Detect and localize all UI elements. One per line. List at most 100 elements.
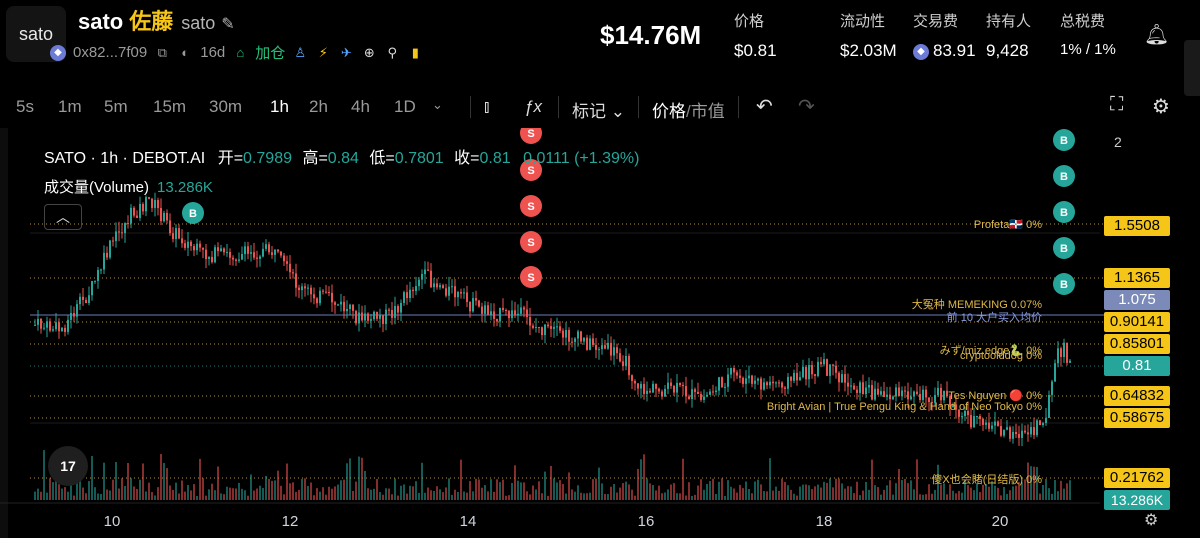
book-icon[interactable]: ▮ (411, 44, 419, 60)
volume-bar (583, 493, 585, 500)
candle-body (259, 256, 261, 259)
candle-body (232, 257, 234, 260)
timeframe-5s[interactable]: 5s (16, 97, 34, 116)
search-icon[interactable]: ⚲ (387, 44, 398, 60)
collapse-legend-button[interactable]: ︿ (44, 204, 82, 230)
ethereum-icon: ◆ (50, 44, 66, 61)
candle-body (754, 380, 756, 384)
volume-bar (37, 488, 39, 500)
candle-body (679, 382, 681, 385)
candle-body (94, 280, 96, 282)
candlestick-icon[interactable]: ⫾ (484, 97, 490, 116)
timeframe-1m[interactable]: 1m (58, 97, 82, 116)
timeframe-1d[interactable]: 1D (394, 97, 416, 116)
add-position-button[interactable]: 加仓 (255, 45, 286, 62)
candle-body (685, 386, 687, 397)
timeframe-5m[interactable]: 5m (104, 97, 128, 116)
edit-icon[interactable]: ✎ (221, 16, 235, 33)
candle-body (706, 394, 708, 397)
globe-icon[interactable]: ⊕ (363, 44, 375, 60)
candle-body (724, 386, 726, 388)
volume-bar (658, 485, 660, 500)
volume-bar (538, 481, 540, 500)
sell-marker-label: S (527, 128, 534, 140)
candle-body (1066, 342, 1068, 363)
timeframe-1h[interactable]: 1h (270, 97, 289, 116)
volume-bar (268, 478, 270, 500)
candle-body (121, 232, 123, 234)
candle-body (616, 347, 618, 354)
candle-body (268, 244, 270, 253)
volume-bar (904, 478, 906, 500)
candle-body (736, 372, 738, 376)
candle-body (943, 390, 945, 401)
timeframe-2h[interactable]: 2h (309, 97, 328, 116)
candle-body (559, 326, 561, 331)
candle-body (151, 198, 153, 208)
stat-tax: 总税费 1% / 1% (1060, 10, 1116, 58)
candle-body (970, 415, 972, 428)
volume-bar (178, 493, 180, 500)
candle-body (1045, 417, 1047, 424)
timeframe-15m[interactable]: 15m (153, 97, 187, 116)
candle-body (100, 269, 102, 271)
chevron-down-icon[interactable]: ⌄ (432, 97, 443, 112)
price-chart[interactable]: 10 12 14 16 18 20 S S S S S B B B B B B (0, 128, 1200, 538)
price-mcap-toggle[interactable]: 价格/市值 (652, 102, 725, 121)
candle-body (277, 249, 279, 252)
volume-bar (127, 463, 129, 500)
time-axis-label: 20 (992, 513, 1009, 530)
timeframe-30m[interactable]: 30m (209, 97, 243, 116)
candle-body (910, 396, 912, 400)
side-panel-handle[interactable] (1184, 40, 1200, 96)
volume-bar (961, 492, 963, 500)
token-alias: sato (181, 13, 216, 33)
marks-dropdown[interactable]: 标记 ⌄ (572, 102, 625, 121)
contract-address[interactable]: 0x82...7f09 (73, 44, 148, 61)
undo-icon[interactable]: ↶ (756, 96, 773, 118)
candle-body (217, 247, 219, 252)
volume-bar (568, 472, 570, 500)
candle-body (403, 292, 405, 303)
indicators-icon[interactable]: ƒx (524, 97, 542, 116)
volume-bar (211, 483, 213, 500)
volume-bar (247, 495, 249, 500)
redo-icon[interactable]: ↷ (798, 96, 815, 118)
volume-bar (400, 485, 402, 500)
candle-body (841, 374, 843, 383)
lightning-icon[interactable]: ⚡ (318, 44, 328, 60)
volume-bar (739, 484, 741, 500)
timeframe-4h[interactable]: 4h (351, 97, 370, 116)
copy-icon[interactable]: ⧉ (157, 44, 167, 60)
toolbar-divider (738, 96, 739, 118)
volume-bar (529, 494, 531, 500)
volume-bar (673, 483, 675, 500)
tradingview-logo[interactable]: 17 (48, 446, 88, 486)
candle-body (115, 231, 117, 242)
candle-body (70, 312, 72, 320)
volume-bar (787, 485, 789, 500)
volume-bar (220, 493, 222, 500)
candle-body (241, 254, 243, 260)
buy-marker (1053, 201, 1075, 223)
volume-bar (361, 457, 363, 500)
buy-marker-label: B (1060, 135, 1068, 147)
chart-settings-icon[interactable]: ⚙ (1144, 512, 1159, 529)
volume-bar (490, 479, 492, 500)
candle-body (295, 273, 297, 288)
volume-bar (862, 490, 864, 500)
candle-body (367, 313, 369, 321)
volume-bar (337, 484, 339, 500)
candle-body (712, 391, 714, 393)
settings-gear-icon[interactable]: ⚙ (1152, 96, 1170, 118)
add-alert-icon[interactable]: 🔔︎ (1144, 24, 1170, 46)
stat-label: 总税费 (1060, 13, 1106, 30)
twitter-icon[interactable]: ✈ (340, 44, 352, 60)
user-icon[interactable]: ♙ (294, 44, 307, 60)
candle-body (787, 376, 789, 389)
volume-bar (778, 490, 780, 500)
change-value: 0.0111 (+1.39%) (523, 150, 640, 167)
candle-body (892, 396, 894, 400)
volume-bar (577, 485, 579, 500)
fullscreen-icon[interactable]: ⛶ (1110, 94, 1124, 115)
